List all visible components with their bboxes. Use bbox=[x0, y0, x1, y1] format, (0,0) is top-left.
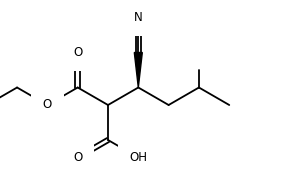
Text: O: O bbox=[43, 98, 52, 111]
Text: O: O bbox=[73, 46, 82, 59]
Polygon shape bbox=[134, 53, 142, 88]
Text: OH: OH bbox=[129, 151, 147, 164]
Text: N: N bbox=[134, 11, 143, 24]
Text: O: O bbox=[73, 151, 82, 164]
